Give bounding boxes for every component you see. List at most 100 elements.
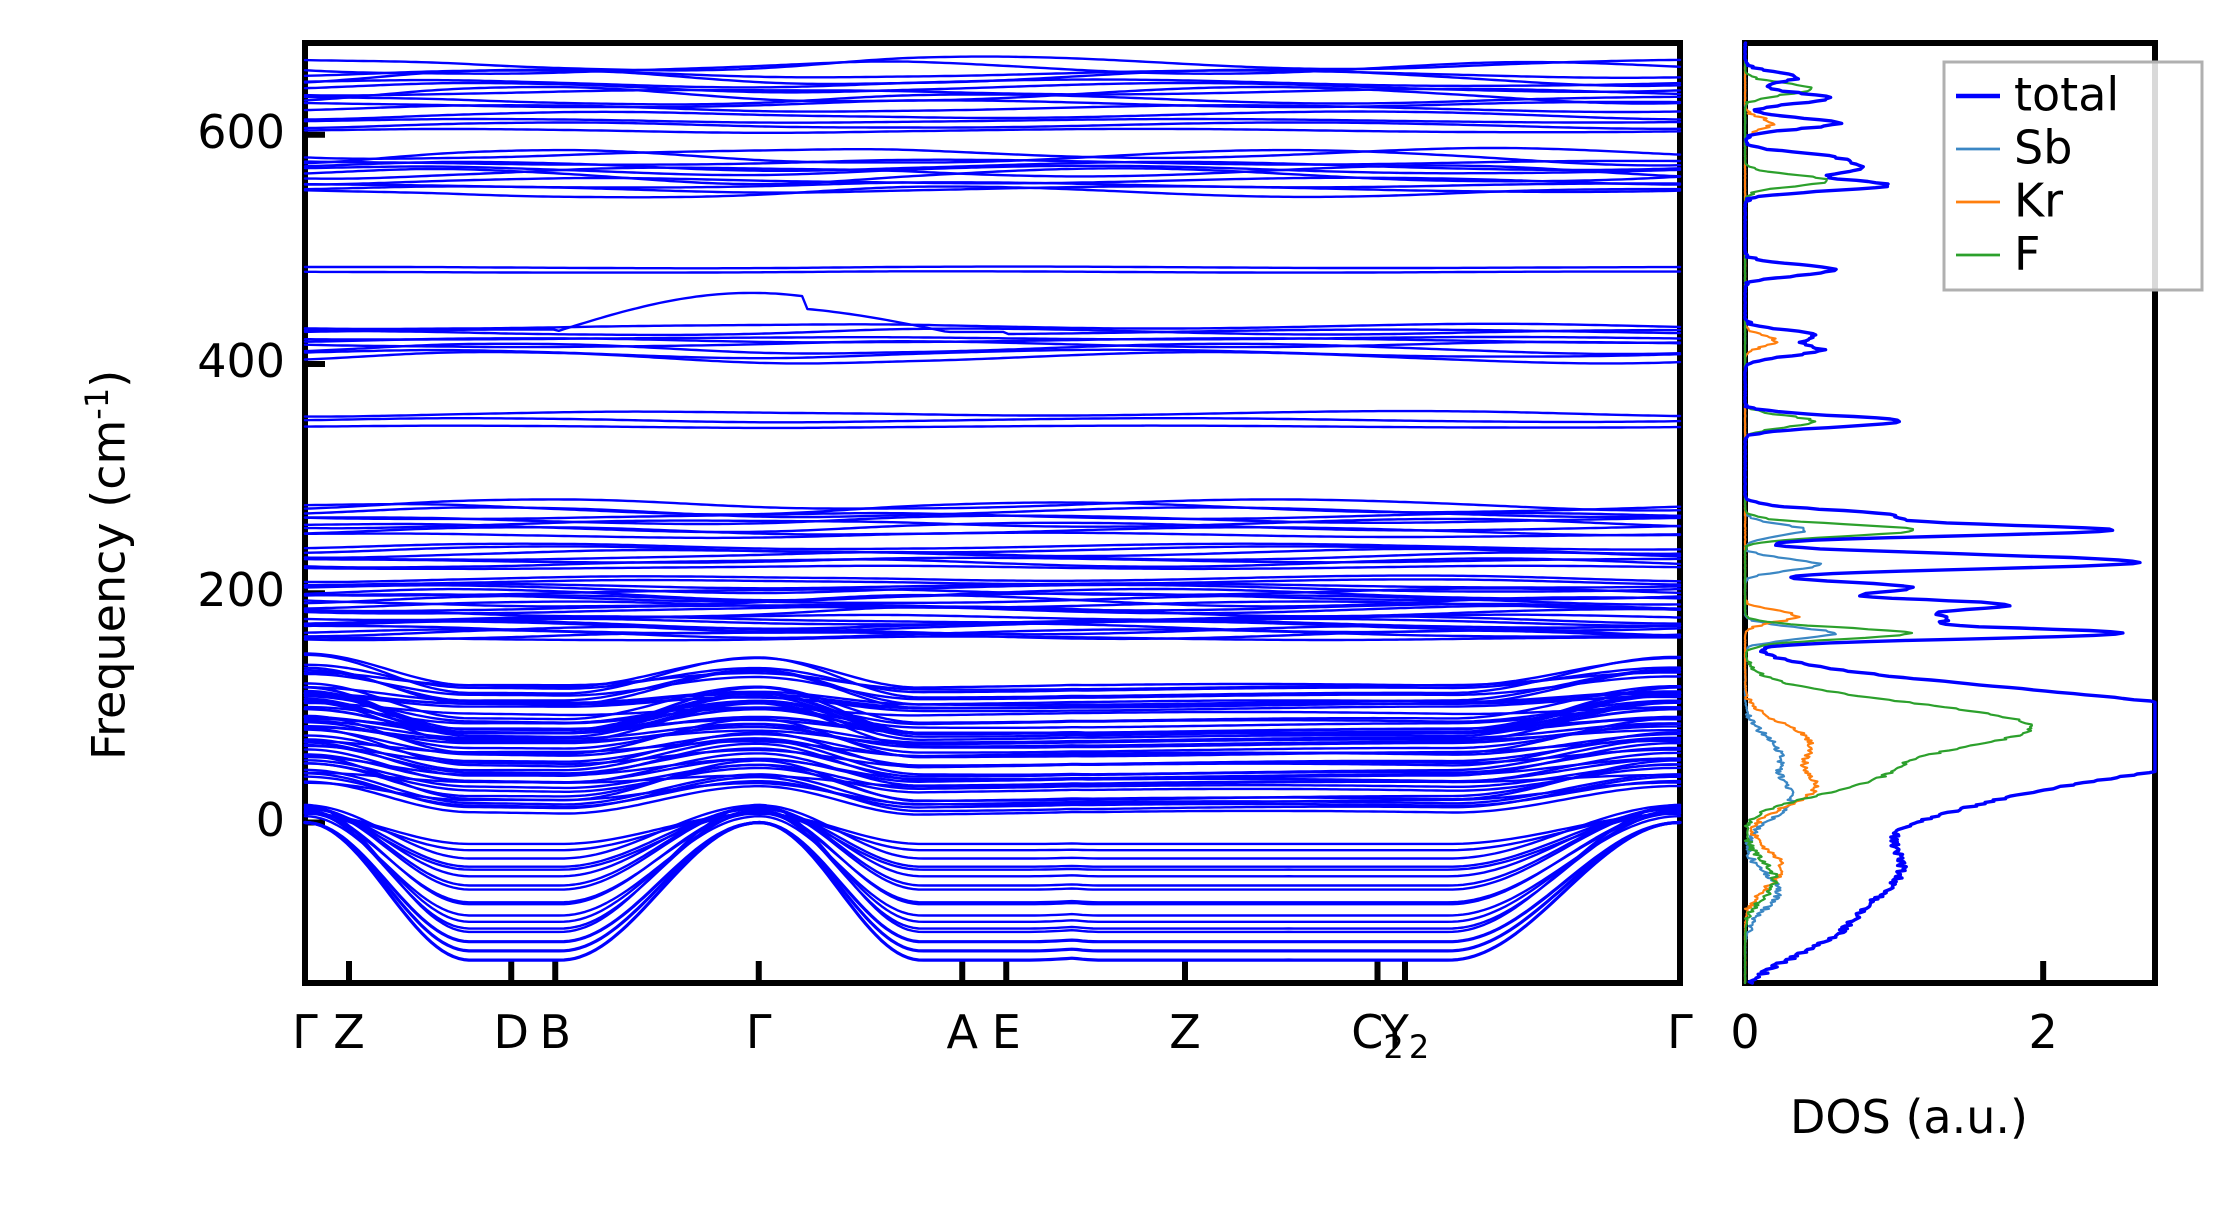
y-axis-tick-label: 0 [255, 792, 285, 847]
band-curve [303, 652, 1682, 689]
band-curve [303, 811, 1682, 904]
band-curve [303, 110, 1682, 121]
band-curve [303, 60, 1682, 75]
band-curve [303, 556, 1682, 564]
band-curves-group [303, 55, 1682, 962]
band-curve [303, 93, 1682, 106]
kpoint-label: Γ [745, 1005, 772, 1059]
band-curve [303, 424, 1682, 430]
band-curve [303, 69, 1682, 79]
y-axis-tick-label: 400 [197, 333, 285, 388]
band-curve [303, 810, 1682, 923]
band-curve [303, 327, 1682, 337]
band-curve [303, 557, 1682, 569]
band-curve [303, 803, 1682, 934]
band-curve [303, 737, 1682, 776]
band-curve [303, 719, 1682, 744]
dos-curve-total [1743, 41, 2157, 985]
band-curve [303, 517, 1682, 530]
band-curve [303, 574, 1682, 584]
band-curve [303, 270, 1682, 274]
kpoint-label: A [946, 1005, 978, 1059]
band-curve [303, 185, 1682, 199]
band-curve [303, 498, 1682, 512]
band-curve [303, 811, 1682, 871]
band-curve [303, 700, 1682, 748]
band-curve [303, 121, 1682, 130]
legend-label-total: total [2014, 68, 2119, 122]
band-curve [303, 812, 1682, 852]
band-curve [303, 146, 1682, 160]
band-curve [303, 176, 1682, 186]
kpoint-label: Z [333, 1005, 365, 1059]
kpoint-label: Z [1169, 1005, 1201, 1059]
band-curve [303, 348, 1682, 360]
band-curve [303, 613, 1682, 622]
band-curve [303, 780, 1682, 816]
band-curve [303, 164, 1682, 177]
band-curve [303, 726, 1682, 746]
band-curve [303, 600, 1682, 611]
band-curve [303, 127, 1682, 134]
band-curve [303, 587, 1682, 597]
band-curve [303, 542, 1682, 551]
band-curve [303, 810, 1682, 930]
band-curve [303, 807, 1682, 868]
band-curve [303, 694, 1682, 713]
band-curve [303, 545, 1682, 555]
band-curve [303, 291, 1682, 336]
legend-box [1942, 60, 2204, 292]
band-curve [303, 99, 1682, 109]
dos-x-axis-tick-label: 2 [2028, 1005, 2058, 1059]
band-curve [303, 701, 1682, 717]
band-curve [303, 653, 1682, 699]
band-curve [303, 615, 1682, 625]
legend-label-sb: Sb [2014, 121, 2072, 175]
band-curve [303, 668, 1682, 707]
band-curve [303, 812, 1682, 846]
band-curve [303, 743, 1682, 778]
band-curve [303, 820, 1682, 953]
kpoint-label: E [991, 1005, 1021, 1059]
band-curve [303, 714, 1682, 759]
band-curve [303, 104, 1682, 114]
band-curve [303, 806, 1682, 891]
band-curve [303, 417, 1682, 424]
y-axis-tick-label: 600 [197, 104, 285, 159]
band-curve [303, 741, 1682, 782]
dos-x-axis-label: DOS (a.u.) [1790, 1090, 2028, 1144]
band-curve [303, 721, 1682, 754]
band-curve [303, 265, 1682, 270]
kpoint-label: Γ [292, 1005, 318, 1059]
band-curve [303, 409, 1682, 418]
band-curve [303, 762, 1682, 802]
band-curve [303, 772, 1682, 813]
band-curve [303, 762, 1682, 794]
band-curve [303, 734, 1682, 767]
band-curve [303, 578, 1682, 587]
band-curve [303, 521, 1682, 534]
band-curve [303, 117, 1682, 124]
band-curve [303, 759, 1682, 790]
band-curve [303, 820, 1682, 944]
band-curve [303, 815, 1682, 917]
legend-label-f: F [2014, 227, 2040, 281]
band-curve [303, 55, 1682, 72]
dos-curves-group [1743, 41, 2157, 985]
band-curve [303, 806, 1682, 878]
band-curve [303, 85, 1682, 105]
band-curve [303, 715, 1682, 735]
band-curve [303, 820, 1682, 962]
band-curve [303, 697, 1682, 741]
band-curve [303, 809, 1682, 906]
band-curve [303, 666, 1682, 710]
kpoint-label: D [493, 1005, 529, 1059]
band-curve [303, 81, 1682, 94]
band-curve [303, 342, 1682, 356]
band-curve [303, 663, 1682, 694]
band-curve [303, 583, 1682, 595]
band-curve [303, 158, 1682, 166]
band-curve [303, 682, 1682, 724]
